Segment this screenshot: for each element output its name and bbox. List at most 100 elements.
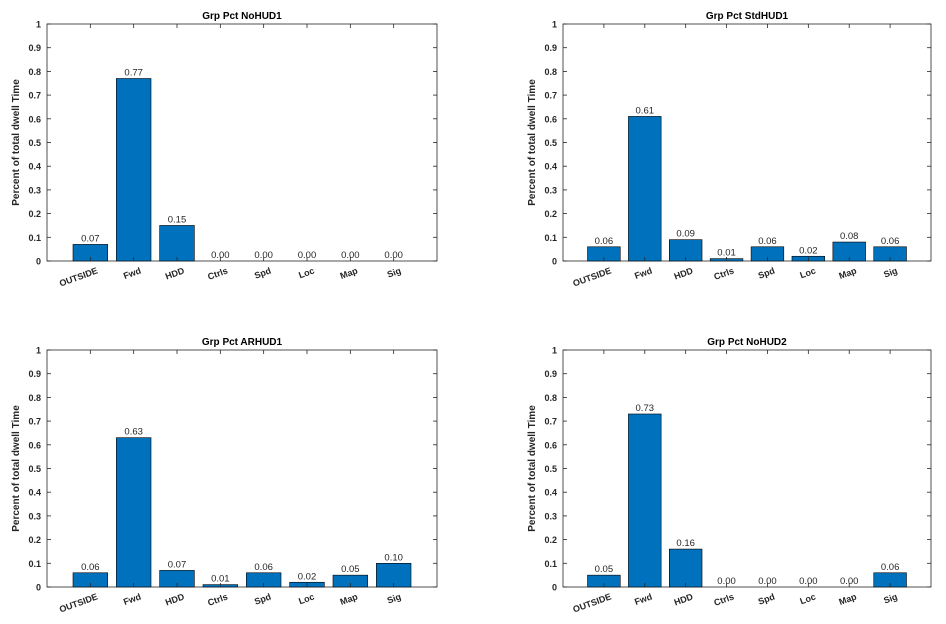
data-label: 0.63	[124, 427, 143, 438]
x-tick-label: HDD	[164, 591, 186, 607]
bar-fwd	[628, 413, 662, 588]
y-tick-label: 0.3	[28, 511, 41, 521]
x-tick-label: Spd	[757, 265, 776, 280]
y-axis-label: Percent of total dwell Time	[527, 79, 538, 206]
x-tick-label: Loc	[799, 265, 817, 280]
x-tick-label: Fwd	[633, 265, 653, 281]
y-tick-label: 0.2	[544, 535, 557, 545]
y-tick-label: 1	[36, 346, 41, 356]
data-label: 0.00	[254, 250, 273, 261]
data-label: 0.00	[298, 250, 317, 261]
x-tick-label: Spd	[757, 591, 776, 606]
axes-box	[562, 349, 932, 588]
chart-panel-4: 0 0.1 0.2 0.3 0.4 0.5 0.6 0.7 0.8 0.9 1 Percent of …	[527, 337, 932, 615]
data-label: 0.06	[595, 236, 614, 247]
y-tick-label: 0.6	[544, 114, 557, 124]
data-label: 0.05	[595, 564, 614, 575]
y-tick-label: 0	[552, 583, 557, 593]
y-tick-label: 0.1	[544, 559, 557, 569]
y-tick-label: 0.4	[544, 488, 557, 498]
y-tick-label: 0.8	[544, 393, 557, 403]
x-tick-label: Map	[339, 591, 360, 607]
data-label: 0.00	[341, 250, 360, 261]
y-tick-label: 1	[36, 20, 41, 30]
data-label: 0.02	[298, 571, 317, 582]
x-tick-label: Fwd	[633, 591, 653, 607]
y-tick-label: 0.5	[28, 138, 41, 148]
x-tick-label: Ctrls	[206, 265, 229, 281]
chart-title: Grp Pct NoHUD2	[707, 337, 787, 348]
bar-hdd	[159, 225, 195, 262]
x-tick-label: OUTSIDE	[58, 265, 99, 288]
bar-fwd	[116, 78, 152, 262]
y-tick-label: 0	[36, 257, 41, 267]
y-tick-label: 0.9	[544, 43, 557, 53]
y-tick-label: 0.9	[28, 43, 41, 53]
axes-box	[46, 349, 438, 588]
x-tick-label: HDD	[164, 265, 186, 281]
y-tick-label: 0.5	[544, 464, 557, 474]
data-label: 0.16	[676, 538, 695, 549]
x-tick-label: Sig	[386, 265, 403, 279]
data-label: 0.06	[881, 562, 900, 573]
data-label: 0.06	[881, 236, 900, 247]
x-tick-label: Map	[339, 265, 360, 281]
data-label: 0.00	[840, 576, 859, 587]
y-tick-label: 0.5	[544, 138, 557, 148]
y-tick-label: 0.4	[28, 162, 41, 172]
y-axis-label: Percent of total dwell Time	[527, 405, 538, 532]
y-tick-label: 1	[552, 20, 557, 30]
x-tick-label: Map	[838, 265, 859, 281]
data-label: 0.00	[211, 250, 230, 261]
x-tick-label: HDD	[673, 591, 695, 607]
data-label: 0.00	[717, 576, 736, 587]
y-tick-label: 0.9	[544, 369, 557, 379]
chart-panel-2: 0 0.1 0.2 0.3 0.4 0.5 0.6 0.7 0.8 0.9 1 Percent of …	[527, 11, 932, 289]
data-label: 0.07	[81, 233, 100, 244]
data-label: 0.07	[168, 559, 187, 570]
y-tick-label: 0.8	[544, 67, 557, 77]
bar-fwd	[116, 437, 152, 588]
data-label: 0.00	[758, 576, 777, 587]
chart-title: Grp Pct NoHUD1	[202, 11, 282, 22]
bar-hdd	[669, 548, 703, 588]
data-label: 0.61	[636, 105, 655, 116]
axes-box	[46, 23, 438, 262]
y-axis-label: Percent of total dwell Time	[11, 405, 22, 532]
y-tick-label: 0.7	[28, 417, 41, 427]
data-label: 0.06	[81, 562, 100, 573]
data-label: 0.09	[676, 229, 695, 240]
y-tick-label: 0.1	[28, 233, 41, 243]
y-tick-label: 0.6	[28, 440, 41, 450]
y-tick-label: 1	[552, 346, 557, 356]
y-tick-label: 0	[36, 583, 41, 593]
x-tick-label: Ctrls	[713, 265, 736, 281]
y-tick-label: 0.2	[28, 209, 41, 219]
y-tick-label: 0.1	[544, 233, 557, 243]
y-tick-label: 0.8	[28, 393, 41, 403]
x-tick-label: Spd	[253, 591, 272, 606]
y-tick-label: 0.8	[28, 67, 41, 77]
y-tick-label: 0.3	[544, 185, 557, 195]
x-tick-label: Loc	[799, 591, 817, 606]
chart-panel-3: 0 0.1 0.2 0.3 0.4 0.5 0.6 0.7 0.8 0.9 1 Percent of …	[11, 337, 438, 615]
y-tick-label: 0.1	[28, 559, 41, 569]
y-tick-label: 0.6	[28, 114, 41, 124]
data-label: 0.01	[211, 574, 230, 585]
data-label: 0.73	[636, 403, 655, 414]
data-label: 0.00	[384, 250, 403, 261]
y-tick-label: 0.9	[28, 369, 41, 379]
chart-panel-1: 0 0.1 0.2 0.3 0.4 0.5 0.6 0.7 0.8 0.9 1 Percent of …	[11, 11, 438, 289]
y-tick-label: 0.4	[544, 162, 557, 172]
x-tick-label: Spd	[253, 265, 272, 280]
y-tick-label: 0.2	[544, 209, 557, 219]
x-tick-label: OUTSIDE	[572, 265, 613, 288]
data-label: 0.06	[254, 562, 273, 573]
x-tick-label: Ctrls	[206, 591, 229, 607]
x-tick-label: Loc	[297, 591, 315, 606]
x-tick-label: Sig	[882, 591, 899, 605]
y-tick-label: 0.7	[544, 417, 557, 427]
y-tick-label: 0.2	[28, 535, 41, 545]
